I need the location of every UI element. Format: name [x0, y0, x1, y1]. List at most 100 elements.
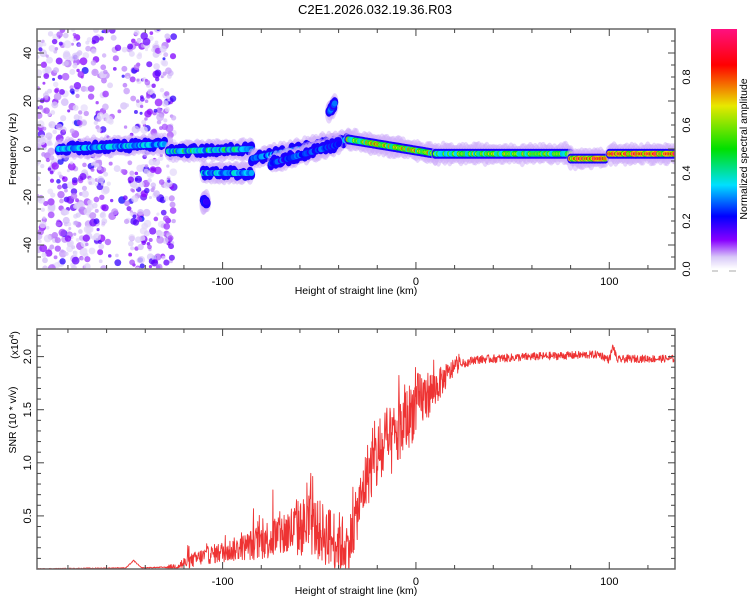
noise-speckle [98, 243, 105, 250]
noise-speckle [38, 137, 46, 145]
noise-speckle [43, 73, 50, 79]
noise-speckle [138, 181, 145, 188]
noise-speckle [162, 57, 166, 61]
noise-speckle [53, 255, 58, 260]
noise-speckle [44, 66, 52, 74]
noise-speckle [45, 249, 53, 257]
spectrogram-x-tick-label: 0 [413, 276, 419, 288]
noise-speckle [90, 48, 97, 54]
noise-speckle [81, 247, 88, 254]
noise-speckle [153, 63, 160, 70]
noise-speckle [127, 43, 134, 50]
noise-speckle [146, 93, 151, 99]
noise-speckle [49, 205, 56, 212]
noise-speckle [81, 185, 88, 191]
noise-speckle [89, 212, 97, 220]
noise-speckle [167, 235, 174, 241]
noise-speckle [87, 199, 93, 206]
noise-speckle [57, 184, 62, 190]
noise-speckle [153, 190, 160, 197]
spectrogram-y-tick-label: 20 [22, 95, 34, 107]
noise-speckle [136, 164, 144, 172]
noise-speckle [37, 120, 45, 128]
noise-speckle [75, 212, 81, 218]
colorbar-tick-label: 0.6 [681, 117, 693, 132]
noise-speckle [159, 87, 165, 93]
ridge-cell [335, 141, 342, 148]
noise-speckle [88, 247, 96, 255]
noise-speckle [96, 127, 102, 133]
noise-speckle [141, 240, 146, 246]
noise-speckle [76, 120, 83, 126]
noise-speckle [108, 161, 113, 166]
noise-speckle [158, 179, 165, 185]
noise-speckle [134, 110, 138, 114]
noise-speckle [71, 245, 76, 250]
spectrogram-image [37, 29, 675, 269]
noise-speckle [144, 99, 149, 104]
noise-speckle [123, 218, 130, 225]
noise-speckle [72, 38, 77, 42]
noise-speckle [42, 265, 48, 269]
noise-speckle [70, 42, 74, 46]
noise-speckle [71, 177, 78, 184]
colorbar [711, 29, 737, 269]
snr-y-tick-label: 1.5 [22, 402, 34, 417]
noise-speckle [37, 69, 43, 77]
snr-x-axis-label: Height of straight line (km) [295, 585, 418, 597]
noise-speckle [64, 251, 69, 256]
noise-speckle [82, 162, 87, 168]
noise-speckle [112, 67, 117, 71]
noise-speckle [156, 113, 164, 122]
noise-speckle [170, 33, 178, 41]
noise-speckle [163, 118, 168, 123]
noise-speckle [86, 206, 91, 210]
spectrogram-axes: -100 0 100 -40 -20 0 20 40 [22, 28, 676, 288]
noise-speckle [73, 82, 82, 90]
noise-speckle [139, 111, 143, 115]
noise-speckle [169, 53, 177, 60]
noise-speckle [55, 123, 63, 131]
noise-speckle [147, 244, 152, 250]
noise-speckle [45, 157, 51, 163]
noise-speckle [58, 228, 67, 237]
noise-speckle [104, 238, 112, 246]
noise-speckle [137, 52, 142, 57]
noise-speckle [101, 53, 107, 58]
noise-speckle [38, 105, 44, 110]
noise-speckle [47, 167, 52, 171]
noise-speckle [83, 263, 91, 269]
noise-speckle [144, 187, 150, 194]
noise-speckle [98, 159, 102, 164]
noise-speckle [130, 246, 135, 251]
noise-speckle [60, 115, 67, 122]
noise-speckle [93, 218, 100, 225]
noise-speckle [67, 162, 76, 171]
chart-title: C2E1.2026.032.19.36.R03 [298, 2, 452, 17]
noise-speckle [45, 225, 50, 230]
noise-speckle [128, 252, 133, 257]
noise-speckle [113, 165, 121, 173]
noise-speckle [76, 68, 80, 73]
noise-speckle [43, 107, 50, 114]
noise-speckle [76, 50, 83, 56]
noise-speckle [54, 237, 61, 244]
noise-speckle [163, 215, 170, 222]
noise-speckle [139, 263, 145, 269]
noise-speckle [101, 204, 109, 212]
noise-speckle [164, 33, 171, 40]
noise-speckle [41, 252, 47, 258]
noise-speckle [161, 255, 166, 260]
noise-speckle [50, 110, 56, 115]
noise-speckle [144, 117, 148, 121]
noise-speckle [51, 162, 59, 170]
noise-speckle [130, 95, 137, 102]
noise-speckle [94, 208, 99, 213]
ridge-cell [204, 198, 210, 205]
noise-speckle [48, 155, 55, 161]
noise-speckle [57, 171, 62, 176]
noise-speckle [171, 219, 176, 224]
noise-speckle [73, 232, 77, 236]
noise-speckle [47, 198, 55, 206]
noise-speckle [159, 45, 167, 53]
